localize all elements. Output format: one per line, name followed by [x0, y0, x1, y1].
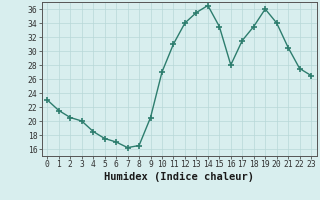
X-axis label: Humidex (Indice chaleur): Humidex (Indice chaleur)	[104, 172, 254, 182]
